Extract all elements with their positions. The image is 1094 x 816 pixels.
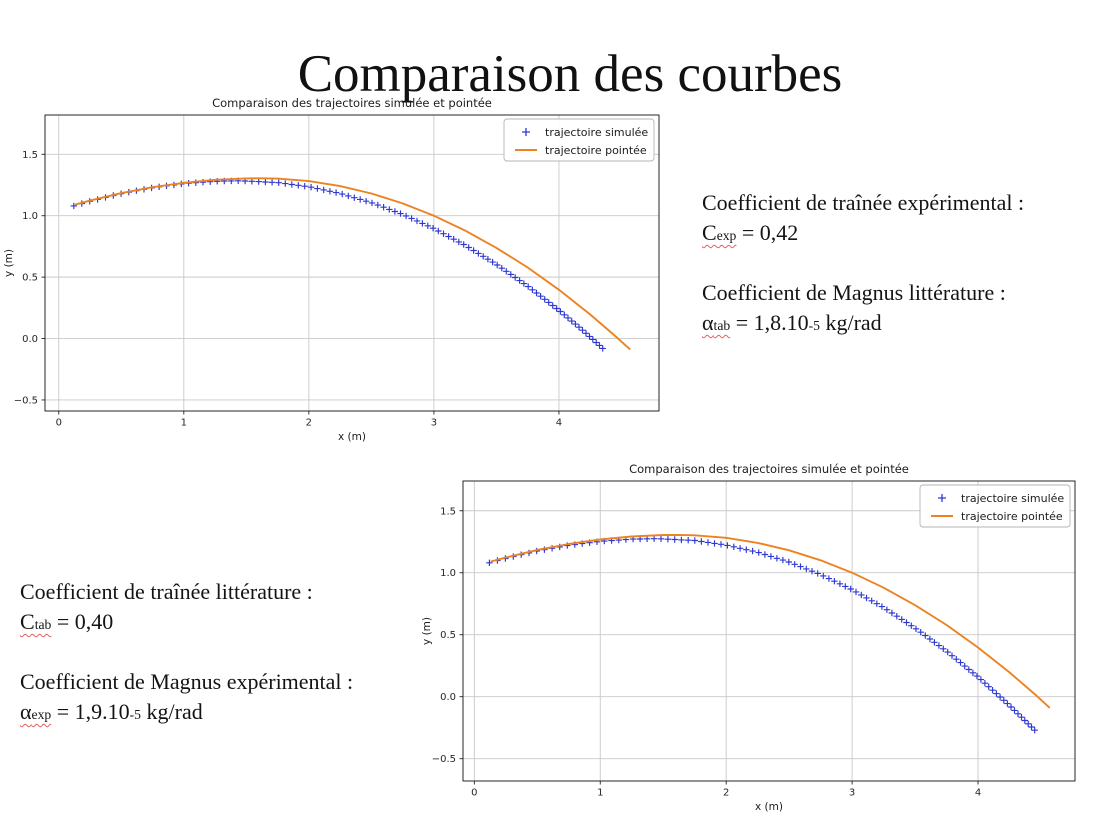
y-tick-label: 0.0 <box>22 334 38 345</box>
legend-box <box>503 118 655 162</box>
magnus-coefficient-label: Coefficient de Magnus expérimental : <box>20 669 354 694</box>
plot-border <box>462 480 1076 782</box>
drag-coefficient-label: Coefficient de traînée littérature : <box>20 579 313 604</box>
legend-marker-plus <box>522 128 530 136</box>
plot-border <box>44 114 660 412</box>
plot-title: Comparaison des trajectoires simulée et … <box>629 462 909 476</box>
legend: trajectoire simulée trajectoire pointée <box>919 484 1071 528</box>
x-tick-label: 0 <box>56 418 62 429</box>
pointed-trajectory-line <box>74 177 631 351</box>
y-tick-label: 1.5 <box>22 150 38 161</box>
drag-coefficient-value: Ctab = 0,40 <box>20 609 114 634</box>
page-title: Comparaison des courbes <box>297 44 843 103</box>
drag-coefficient-label: Coefficient de traînée expérimental : <box>702 190 1025 215</box>
magnus-coefficient-value: αexp = 1,9.10-5 kg/rad <box>20 699 203 724</box>
x-tick-label: 3 <box>849 788 855 799</box>
right-annotation-block: Coefficient de traînée expérimental : Ce… <box>702 188 1024 338</box>
x-axis-label: x (m) <box>338 431 366 443</box>
x-tick-label: 1 <box>181 418 187 429</box>
pointed-trajectory-line <box>490 533 1051 709</box>
x-tick-label: 4 <box>556 418 562 429</box>
y-tick-label: 1.0 <box>22 211 38 222</box>
drag-symbol: Ctab <box>20 609 52 634</box>
y-tick-label: 0.5 <box>22 273 38 284</box>
x-tick-label: 2 <box>306 418 312 429</box>
y-tick-label: 1.5 <box>440 506 456 517</box>
legend-label: trajectoire simulée <box>961 492 1064 505</box>
legend-label: trajectoire pointée <box>545 144 647 157</box>
legend-label: trajectoire simulée <box>545 126 648 139</box>
drag-coefficient-value: Cexp = 0,42 <box>702 220 799 245</box>
y-axis-label: y (m) <box>421 617 433 645</box>
x-axis-label: x (m) <box>755 801 783 813</box>
magnus-coefficient-label: Coefficient de Magnus littérature : <box>702 280 1006 305</box>
axis-ticks: 0 1 2 3 4 −0.5 0.0 0.5 1.0 1.5 <box>432 506 982 798</box>
x-tick-label: 1 <box>597 788 603 799</box>
plot-title: Comparaison des trajectoires simulée et … <box>212 96 492 110</box>
x-tick-label: 4 <box>975 788 981 799</box>
legend-marker-plus <box>938 494 946 502</box>
drag-symbol: Cexp <box>702 220 737 245</box>
legend-label: trajectoire pointée <box>961 510 1063 523</box>
x-tick-label: 0 <box>471 788 477 799</box>
magnus-symbol: αtab <box>702 310 731 335</box>
trajectory-plot-svg: 0 1 2 3 4 −0.5 0.0 0.5 1.0 1.5 Comparaison des tra… <box>3 96 660 443</box>
legend: trajectoire simulée trajectoire pointée <box>503 118 655 162</box>
chart-top-left: 0 1 2 3 4 −0.5 0.0 0.5 1.0 1.5 Comparaison des tra… <box>0 93 675 445</box>
magnus-symbol: αexp <box>20 699 52 724</box>
y-tick-label: 0.0 <box>440 692 456 703</box>
axis-ticks: 0 1 2 3 4 −0.5 0.0 0.5 1.0 1.5 <box>14 150 562 429</box>
chart-bottom-right: 0 1 2 3 4 −0.5 0.0 0.5 1.0 1.5 Comparaison des tra… <box>418 459 1091 815</box>
legend-box <box>919 484 1071 528</box>
y-tick-label: 0.5 <box>440 630 456 641</box>
x-tick-label: 3 <box>431 418 437 429</box>
x-tick-label: 2 <box>723 788 729 799</box>
y-tick-label: 1.0 <box>440 568 456 579</box>
y-tick-label: −0.5 <box>14 395 38 406</box>
y-axis-label: y (m) <box>3 249 15 277</box>
left-annotation-block: Coefficient de traînée littérature : Cta… <box>20 577 353 727</box>
magnus-coefficient-value: αtab = 1,8.10-5 kg/rad <box>702 310 882 335</box>
y-tick-label: −0.5 <box>432 754 456 765</box>
simulated-trajectory-markers <box>70 177 606 352</box>
trajectory-plot-svg: 0 1 2 3 4 −0.5 0.0 0.5 1.0 1.5 Comparaison des tra… <box>421 462 1076 813</box>
simulated-trajectory-markers <box>486 535 1038 734</box>
